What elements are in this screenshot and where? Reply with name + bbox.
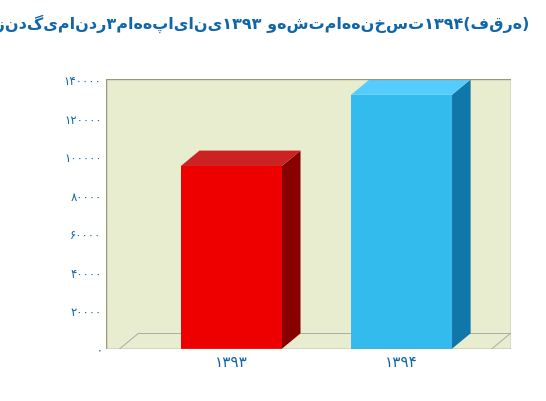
Bar bbox=[106, 80, 511, 349]
Bar bbox=[181, 166, 282, 349]
Bar bbox=[351, 95, 452, 349]
Text: میزانفروشبیمهزندگیماندر۳ماههپایانی۱۳۹۳ وهشتماههنخست۱۳۹۴(فقره): میزانفروشبیمهزندگیماندر۳ماههپایانی۱۳۹۳ و… bbox=[0, 14, 530, 32]
Polygon shape bbox=[282, 151, 300, 349]
Polygon shape bbox=[452, 80, 471, 349]
Polygon shape bbox=[181, 151, 300, 166]
Polygon shape bbox=[351, 80, 471, 95]
